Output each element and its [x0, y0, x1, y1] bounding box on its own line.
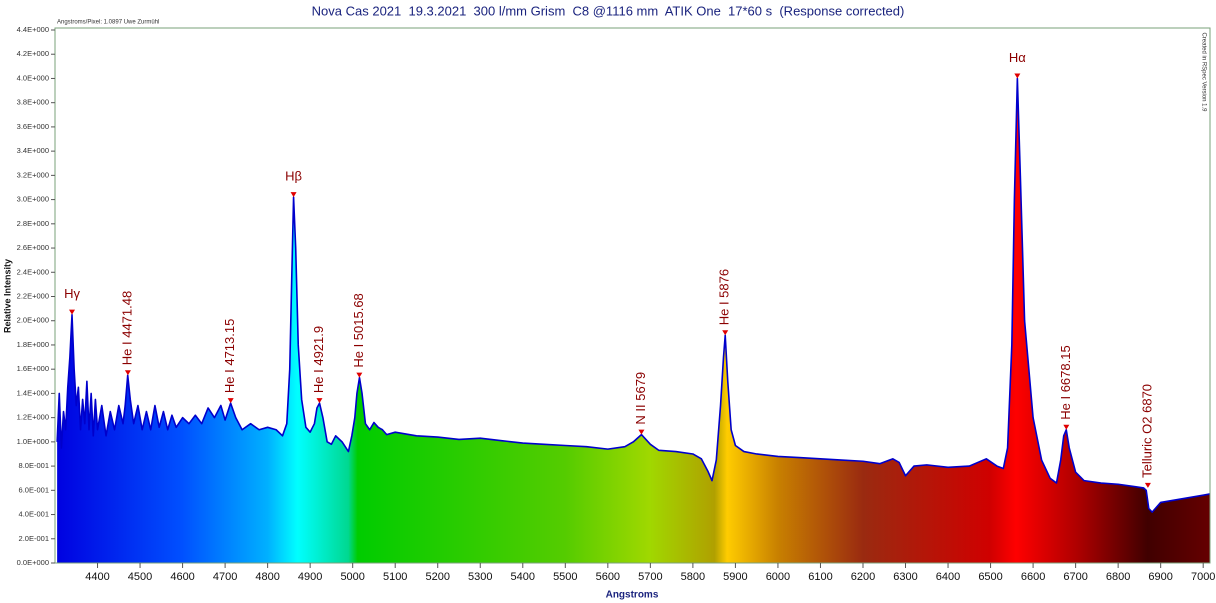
annotation: He I 6678.15 — [1058, 345, 1073, 419]
peak-marker — [1014, 73, 1021, 79]
chart-title: Nova Cas 2021 19.3.2021 300 l/mm Grism C… — [312, 3, 905, 18]
y-tick-label: 3.6E+000 — [17, 122, 49, 131]
note: Angstroms/Pixel: 1.0897 Uwe Zurmühl — [57, 20, 159, 26]
y-tick-label: 3.2E+000 — [17, 170, 49, 179]
y-tick-label: 1.8E+000 — [17, 340, 49, 349]
x-tick-label: 5600 — [596, 571, 620, 583]
y-tick-label: 1.6E+000 — [17, 364, 49, 373]
annotation: He I 5876 — [717, 269, 732, 325]
x-tick-label: 5000 — [340, 571, 364, 583]
y-tick-label: 3.0E+000 — [17, 195, 49, 204]
y-tick-label: 4.0E-001 — [19, 510, 49, 519]
credit: Created in RSpec Version 1.9 — [1200, 32, 1206, 112]
y-tick-label: 2.6E+000 — [17, 243, 49, 252]
peak-marker — [722, 330, 729, 336]
y-tick-label: 0.0E+000 — [17, 558, 49, 567]
y-tick-label: 4.0E+000 — [17, 73, 49, 82]
x-tick-label: 6400 — [936, 571, 960, 583]
x-tick-label: 4800 — [255, 571, 279, 583]
x-tick-label: 5400 — [511, 571, 535, 583]
x-tick-label: 6300 — [893, 571, 917, 583]
peak-marker — [356, 372, 363, 378]
annotation: He I 4471.48 — [119, 291, 134, 365]
y-axis-label: Relative Intensity — [2, 259, 12, 333]
y-tick-label: 2.8E+000 — [17, 219, 49, 228]
peak-marker — [227, 398, 234, 404]
annotation: He I 4921.9 — [311, 326, 326, 393]
annotation: Hβ — [285, 169, 302, 184]
x-tick-label: 6800 — [1106, 571, 1130, 583]
x-tick-label: 6200 — [851, 571, 875, 583]
peak-marker — [69, 309, 76, 315]
y-tick-label: 2.2E+000 — [17, 291, 49, 300]
x-tick-label: 5900 — [723, 571, 747, 583]
y-tick-label: 3.4E+000 — [17, 146, 49, 155]
x-tick-label: 6700 — [1063, 571, 1087, 583]
y-tick-label: 2.0E-001 — [19, 534, 49, 543]
x-tick-label: 7000 — [1191, 571, 1215, 583]
annotation: He I 5015.68 — [351, 293, 366, 367]
x-tick-label: 5500 — [553, 571, 577, 583]
x-tick-label: 6100 — [808, 571, 832, 583]
x-tick-label: 6900 — [1148, 571, 1172, 583]
peak-marker — [124, 370, 131, 376]
x-tick-label: 4500 — [128, 571, 152, 583]
x-tick-label: 4700 — [213, 571, 237, 583]
x-tick-label: 4900 — [298, 571, 322, 583]
y-tick-label: 6.0E-001 — [19, 485, 49, 494]
annotation: Hα — [1009, 50, 1026, 65]
annotation: N II 5679 — [633, 372, 648, 425]
plot-frame — [54, 27, 1211, 564]
y-tick-label: 2.0E+000 — [17, 316, 49, 325]
y-tick-label: 2.4E+000 — [17, 267, 49, 276]
peak-marker — [1144, 482, 1151, 488]
y-tick-label: 8.0E-001 — [19, 461, 49, 470]
peak-marker — [638, 429, 645, 435]
annotation: Telluric O2 6870 — [1139, 384, 1154, 478]
x-axis-label: Angstroms — [606, 590, 659, 601]
y-tick-label: 3.8E+000 — [17, 98, 49, 107]
x-tick-label: 5700 — [638, 571, 662, 583]
y-tick-label: 4.2E+000 — [17, 49, 49, 58]
x-tick-label: 4400 — [85, 571, 109, 583]
x-tick-label: 5100 — [383, 571, 407, 583]
x-tick-label: 6000 — [766, 571, 790, 583]
x-tick-label: 5300 — [468, 571, 492, 583]
annotation: He I 4713.15 — [222, 319, 237, 393]
x-tick-label: 6500 — [978, 571, 1002, 583]
x-tick-label: 5200 — [425, 571, 449, 583]
spectrum-fill — [57, 78, 1210, 563]
x-tick-label: 5800 — [681, 571, 705, 583]
y-tick-label: 1.2E+000 — [17, 413, 49, 422]
spectrum-line — [56, 77, 1211, 513]
y-tick-label: 1.4E+000 — [17, 388, 49, 397]
peak-marker — [1063, 424, 1070, 430]
peak-marker — [316, 398, 323, 404]
peak-marker — [290, 192, 297, 198]
annotation: Hγ — [64, 286, 80, 301]
y-tick-label: 4.4E+000 — [17, 25, 49, 34]
x-tick-label: 4600 — [170, 571, 194, 583]
y-tick-label: 1.0E+000 — [17, 437, 49, 446]
x-tick-label: 6600 — [1021, 571, 1045, 583]
